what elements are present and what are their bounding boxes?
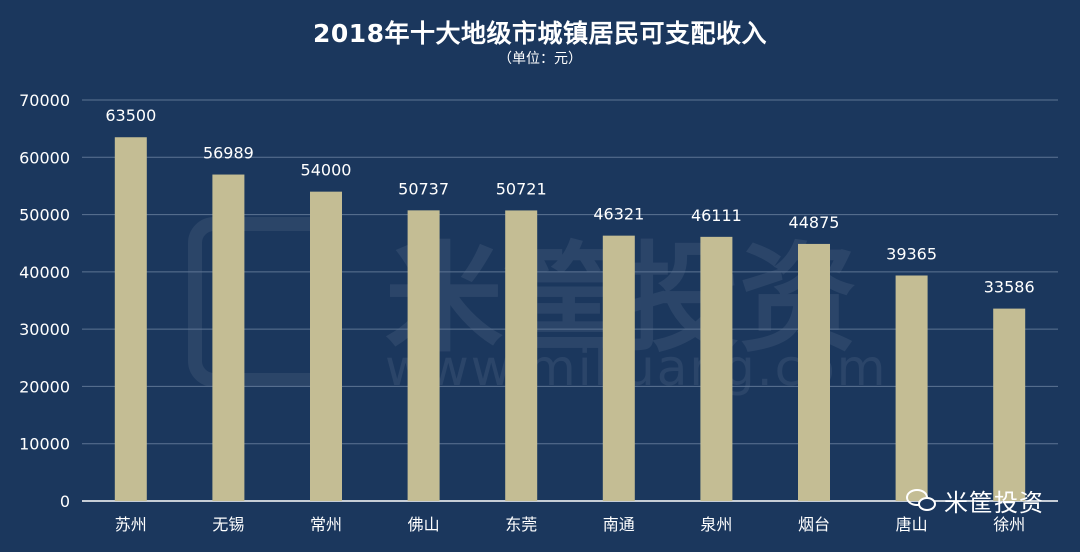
y-tick-label: 40000 [19, 263, 70, 282]
chart-title: 2018年十大地级市城镇居民可支配收入 [312, 19, 768, 48]
y-tick-label: 20000 [19, 377, 70, 396]
x-tick-label: 唐山 [896, 515, 928, 534]
brand-badge: 米筐投资 [906, 483, 1044, 518]
x-tick-label: 泉州 [700, 515, 732, 534]
data-label: 46321 [593, 205, 644, 224]
y-tick-label: 50000 [19, 206, 70, 225]
x-tick-label: 无锡 [212, 515, 244, 534]
data-label: 46111 [691, 206, 742, 225]
y-tick-label: 10000 [19, 435, 70, 454]
data-label: 50721 [496, 179, 547, 198]
bar [310, 191, 342, 501]
wechat-icon [906, 488, 936, 513]
y-tick-label: 30000 [19, 320, 70, 339]
data-label: 63500 [105, 106, 156, 125]
bar [212, 174, 245, 502]
data-label: 33586 [984, 278, 1035, 297]
bar [114, 137, 147, 501]
bar [993, 308, 1026, 501]
x-tick-label: 徐州 [993, 515, 1025, 534]
x-tick-label: 常州 [310, 515, 342, 534]
brand-text: 米筐投资 [944, 489, 1044, 517]
x-tick-label: 苏州 [115, 515, 147, 534]
y-tick-label: 70000 [19, 91, 70, 110]
x-tick-label: 佛山 [408, 515, 440, 534]
bar [700, 236, 733, 501]
y-tick-label: 0 [60, 492, 70, 511]
data-label: 56989 [203, 144, 254, 163]
data-label: 39365 [886, 244, 937, 263]
chart-subtitle: （单位：元） [498, 51, 582, 67]
bar [505, 210, 538, 501]
x-tick-label: 烟台 [798, 515, 830, 534]
bar [602, 235, 635, 501]
bar [798, 243, 830, 501]
data-label: 50737 [398, 179, 449, 198]
x-tick-label: 南通 [603, 515, 635, 534]
bar [407, 210, 440, 501]
data-label: 44875 [789, 213, 840, 232]
bar [895, 275, 928, 501]
data-label: 54000 [301, 161, 352, 180]
x-tick-label: 东莞 [505, 515, 537, 534]
y-tick-label: 60000 [19, 148, 70, 167]
